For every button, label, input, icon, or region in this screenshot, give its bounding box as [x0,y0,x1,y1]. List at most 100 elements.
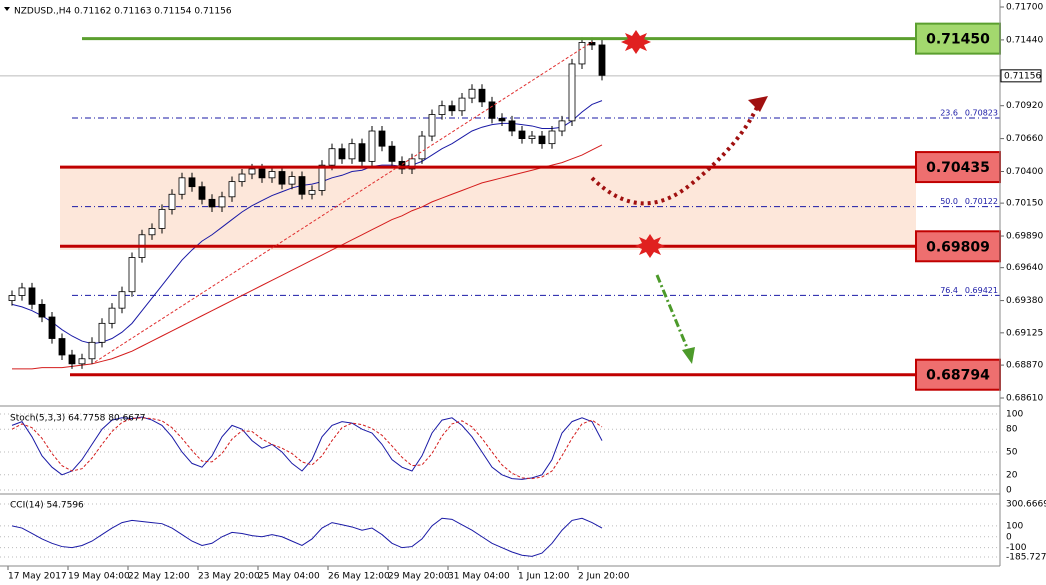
candle-body [568,63,576,122]
moving-average [12,144,603,370]
candle-body [248,168,256,175]
arrow-head [682,347,695,364]
starburst [621,30,651,54]
candle-body [148,228,156,236]
starburst [635,234,665,258]
x-tick-label: 26 May 12:00 [328,572,390,582]
y-tick-label: 0.70920 [1006,101,1043,111]
y-tick-label: 50 [1006,448,1018,458]
candle-body [208,198,216,208]
stoch-title: Stoch(5,3,3) 64.7758 80.6677 [10,414,145,424]
candle-body [518,130,526,139]
y-tick-label: 80 [1006,425,1018,435]
candle-body [238,173,246,183]
candle-body [468,88,476,99]
level-label: 0.68794 [926,368,990,384]
menu-icon [4,7,10,11]
level-label: 0.69809 [926,239,990,255]
fib-ratio: 23.6 [940,108,958,117]
candle-body [418,135,426,160]
chart-title: NZDUSD.,H4 0.71162 0.71163 0.71154 0.711… [14,7,232,17]
level-box [915,230,1001,263]
x-tick-label: 29 May 20:00 [388,572,450,582]
candle-body [128,257,136,293]
candle-body [258,168,266,179]
y-tick-label: 0.68870 [1006,361,1043,371]
level-label: 0.70435 [926,160,990,176]
candle-body [578,42,586,65]
scenario-arrow-up [590,104,760,206]
arrow-head [748,96,768,112]
scenario-arrow-down [655,274,690,351]
candle-body [588,42,596,46]
zone [60,168,916,250]
y-tick-label: 0.70400 [1006,167,1043,177]
fib-ratio: 76.4 [940,286,958,295]
candle-body [28,287,36,305]
trend-line [94,41,593,363]
candle-body [78,358,86,365]
candle-body [438,105,446,115]
candle-body [428,114,436,137]
y-tick-label: 0 [1006,486,1012,496]
candle-body [278,171,286,185]
candle-body [548,130,556,145]
candle-body [368,130,376,162]
candle-body [48,316,56,339]
level-label: 0.71450 [926,32,990,48]
candle-body [498,117,506,122]
candle-body [158,209,166,229]
fib-value: 0.70823 [965,108,998,117]
x-tick-label: 22 May 12:00 [128,572,190,582]
candle-body [408,158,416,170]
candle-body [198,186,206,200]
candle-body [58,338,66,356]
candle-body [458,97,466,112]
cci-title: CCI(14) 54.7596 [10,501,84,511]
candle-body [188,177,196,188]
x-tick-label: 17 May 2017 [8,572,67,582]
x-tick-label: 25 May 04:00 [258,572,320,582]
y-tick-label: 0.71700 [1006,3,1043,13]
candle-body [558,120,566,132]
candle-body [358,143,366,162]
x-tick-label: 31 May 04:00 [448,572,510,582]
candle-body [18,287,26,296]
candle-body [98,322,106,343]
y-tick-label: 0.69640 [1006,263,1043,273]
current-price-box [1000,69,1042,83]
candle-body [398,160,406,170]
x-tick-label: 19 May 04:00 [68,572,130,582]
candle-body [528,135,536,139]
indicator-line [11,416,603,480]
y-tick-label: 0 [1006,532,1012,542]
candle-body [508,120,516,132]
x-tick-label: 2 Jun 20:00 [578,572,630,582]
candle-body [288,176,296,185]
candle-body [478,88,486,103]
candle-body [218,196,226,208]
candle-body [8,295,16,301]
y-tick-label: 100 [1006,410,1023,420]
y-tick-label: -100 [1006,543,1027,553]
y-tick-label: 0.70660 [1006,134,1043,144]
candle-body [348,143,356,160]
candle-body [308,190,316,195]
fib-value: 0.70122 [965,197,998,206]
candle-body [178,177,186,195]
candle-body [108,307,116,324]
y-tick-label: -185.7272 [1006,553,1046,563]
candle-body [488,101,496,119]
fib-value: 0.69421 [965,286,998,295]
y-tick-label: 100 [1006,521,1023,531]
y-tick-label: 0.70150 [1006,199,1043,209]
moving-average [11,100,603,345]
candle-body [38,303,46,318]
candle-body [118,291,126,309]
candle-body [268,171,276,179]
candle-body [318,164,326,191]
indicator-line [11,417,603,480]
candle-body [338,148,346,160]
